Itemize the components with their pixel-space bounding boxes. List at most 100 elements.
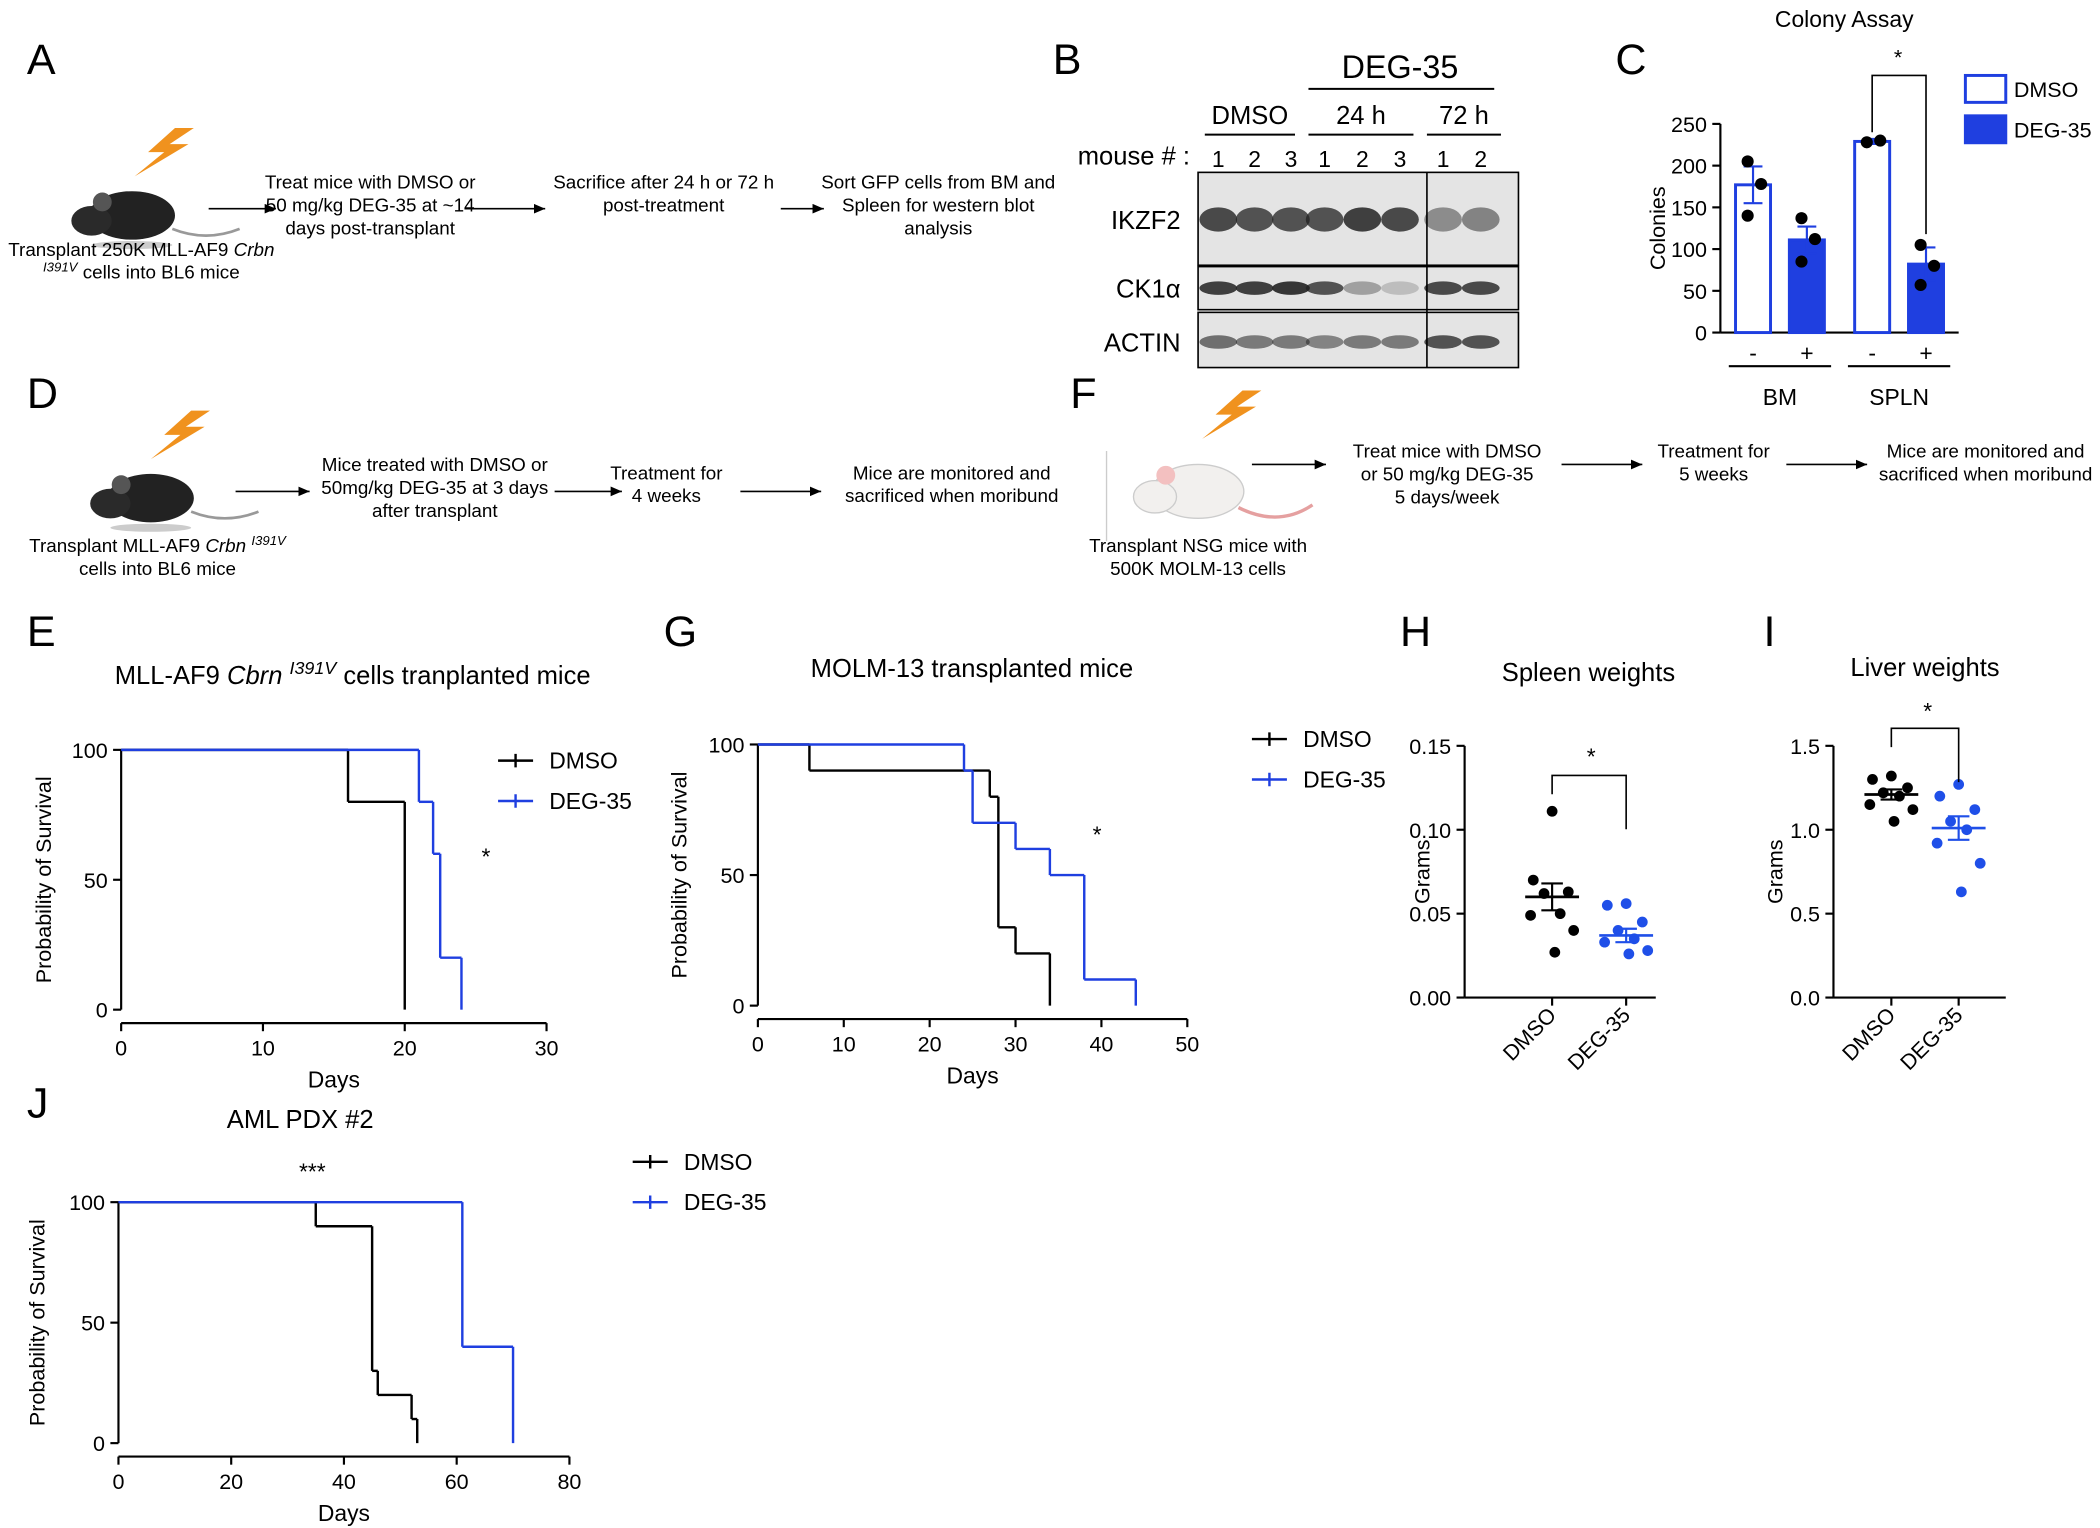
x-tick-label: SPLN [1869, 384, 1929, 410]
lane-number: 2 [1474, 146, 1487, 172]
text-run: sacrificed when moribund [845, 485, 1058, 506]
y-tick-label: 100 [709, 734, 745, 758]
x-tick-label: 60 [445, 1470, 469, 1494]
lane-number: 3 [1285, 146, 1298, 172]
lane-number: 3 [1394, 146, 1407, 172]
diagram-step: Treatment for [610, 462, 722, 483]
blot-band [1199, 335, 1238, 349]
blot-band [1235, 207, 1274, 232]
data-point [1741, 209, 1754, 222]
diagram-step: 5 weeks [1679, 464, 1748, 485]
bar [1734, 183, 1773, 335]
protein-label: CK1α [1116, 276, 1181, 304]
blot-band [1272, 207, 1310, 232]
error-bar [1880, 788, 1903, 801]
chart-title: Liver weights [1850, 654, 1999, 682]
text-run: I391V [290, 658, 339, 678]
y-tick-label: 100 [72, 739, 108, 763]
x-tick-label: DMSO [1498, 1003, 1561, 1066]
x-axis-label: Days [308, 1067, 360, 1093]
data-point [1945, 815, 1956, 827]
panel-letter: I [1763, 608, 1775, 656]
diagram-step: Mice treated with DMSO or [322, 454, 548, 475]
diagram-step: Sacrifice after 24 h or 72 h [553, 172, 774, 193]
data-point [1623, 948, 1635, 960]
data-point [1931, 837, 1943, 849]
legend-swatch [1251, 732, 1287, 746]
blot-band [1461, 207, 1500, 232]
data-point [1527, 874, 1539, 886]
bar [1853, 139, 1892, 335]
text-run: Transplant 250K MLL-AF9 [8, 239, 233, 260]
x-tick-label: DEG-35 [1563, 1003, 1635, 1075]
data-point [1549, 946, 1561, 958]
text-run: 4 weeks [632, 485, 701, 506]
significance: * [1093, 822, 1102, 848]
significance: * [1587, 744, 1596, 770]
y-tick-label: 100 [69, 1191, 105, 1215]
data-point [1969, 804, 1981, 815]
chart-title: Spleen weights [1502, 659, 1675, 687]
y-tick-label: 0.15 [1409, 735, 1451, 759]
significance: * [1894, 46, 1903, 70]
y-tick-label: 0.0 [1790, 987, 1820, 1011]
diagram-caption: I391V cells into BL6 mice [43, 259, 240, 283]
diagram-step: Mice are monitored and [1887, 441, 2085, 462]
panel-letter: J [27, 1079, 49, 1127]
chart-title: MOLM-13 transplanted mice [811, 655, 1134, 683]
blot-band [1272, 335, 1310, 349]
blot-band [1424, 207, 1462, 232]
legend-swatch [632, 1155, 668, 1169]
error-bar [1615, 927, 1637, 944]
diagram-step: analysis [904, 217, 972, 238]
blot-group: DMSO [1212, 102, 1289, 130]
chart-title: MLL-AF9 Cbrn I391V cells tranplanted mic… [115, 658, 591, 690]
data-point [1953, 779, 1965, 790]
x-tick-label: 10 [251, 1036, 275, 1060]
y-tick-label: 50 [84, 869, 108, 893]
lane-number: 2 [1248, 146, 1261, 172]
text-run: Treat mice with DMSO [1353, 441, 1542, 462]
significance-bracket [1890, 727, 1960, 783]
blot-band [1199, 207, 1238, 232]
diagram-step: days post-transplant [285, 217, 455, 238]
y-tick-label: 200 [1671, 155, 1707, 179]
text-run: Mice are monitored and [853, 462, 1051, 483]
data-point [1974, 857, 1986, 869]
text-run: I391V [43, 259, 79, 274]
diagram-step: or 50 mg/kg DEG-35 [1361, 464, 1534, 485]
blot-band [1199, 281, 1238, 295]
diagram-step: Mice are monitored and [853, 462, 1051, 483]
panel-letter: B [1053, 36, 1082, 84]
y-axis-label: Probability of Survival [32, 776, 56, 983]
x-tick-label: 20 [918, 1032, 942, 1056]
text-run: 5 days/week [1395, 487, 1500, 508]
chart-title: Colony Assay [1775, 6, 1914, 32]
legend-swatch [1963, 114, 2008, 145]
protein-label: IKZF2 [1111, 207, 1181, 235]
x-tick-label: 40 [1089, 1032, 1113, 1056]
significance-bracket [1551, 774, 1627, 830]
y-tick-label: 150 [1671, 196, 1707, 220]
y-tick-label: 1.5 [1790, 735, 1820, 759]
y-tick-label: 250 [1671, 113, 1707, 137]
y-tick-label: 0.10 [1409, 819, 1451, 843]
data-point [1860, 136, 1873, 149]
text-run: post-treatment [603, 194, 725, 215]
diagram-caption: cells into BL6 mice [79, 558, 236, 579]
diagram-step: after transplant [372, 500, 498, 521]
blot-band [1235, 281, 1274, 295]
blot-band [1381, 207, 1419, 232]
y-tick-label: 0.05 [1409, 903, 1451, 927]
blot-group: 72 h [1439, 102, 1489, 130]
x-subtick-label: - [1868, 340, 1876, 366]
data-point [1934, 790, 1946, 802]
data-point [1867, 774, 1878, 785]
lane-number: 1 [1318, 146, 1331, 172]
data-point [1601, 899, 1613, 911]
y-tick-label: 50 [81, 1312, 105, 1336]
lane-number: 1 [1212, 146, 1225, 172]
text-run: 5 weeks [1679, 464, 1748, 485]
legend-label: DMSO [549, 748, 618, 774]
